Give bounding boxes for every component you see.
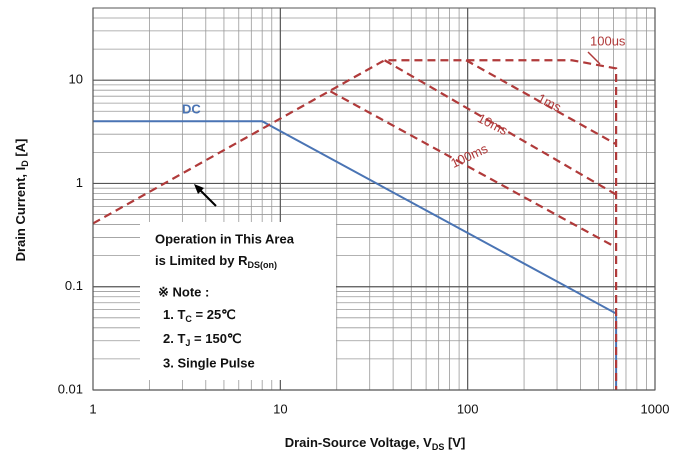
series-label: DC [182, 101, 201, 116]
x-tick-label: 1000 [641, 401, 670, 416]
note-line: is Limited by RDS(on) [155, 253, 277, 270]
x-tick-label: 100 [457, 401, 479, 416]
y-tick-label: 0.01 [58, 381, 83, 396]
series-line [383, 59, 617, 196]
series-line [329, 90, 617, 249]
y-tick-label: 10 [69, 72, 83, 87]
y-tick-label: 1 [76, 175, 83, 190]
arrow [587, 51, 601, 65]
series-label: 100us [590, 33, 626, 48]
plot-frame [92, 7, 656, 391]
series-line [92, 59, 618, 390]
note-line: 2. TJ = 150℃ [163, 331, 242, 348]
x-axis-title: Drain-Source Voltage, VDS [V] [285, 435, 466, 452]
y-axis-title: Drain Current, ID [A] [13, 139, 30, 262]
lines [92, 59, 618, 390]
note-box [140, 222, 336, 380]
series-line [465, 59, 617, 146]
note-line: Operation in This Area [155, 231, 295, 246]
arrow-head [194, 184, 204, 194]
note-line: 3. Single Pulse [163, 355, 255, 370]
x-tick-label: 1 [89, 401, 96, 416]
x-tick-label: 10 [273, 401, 287, 416]
note-line: 1. TC = 25℃ [163, 307, 236, 324]
grid [92, 7, 656, 391]
y-tick-label: 0.1 [65, 278, 83, 293]
note-line: ※ Note : [158, 284, 209, 299]
